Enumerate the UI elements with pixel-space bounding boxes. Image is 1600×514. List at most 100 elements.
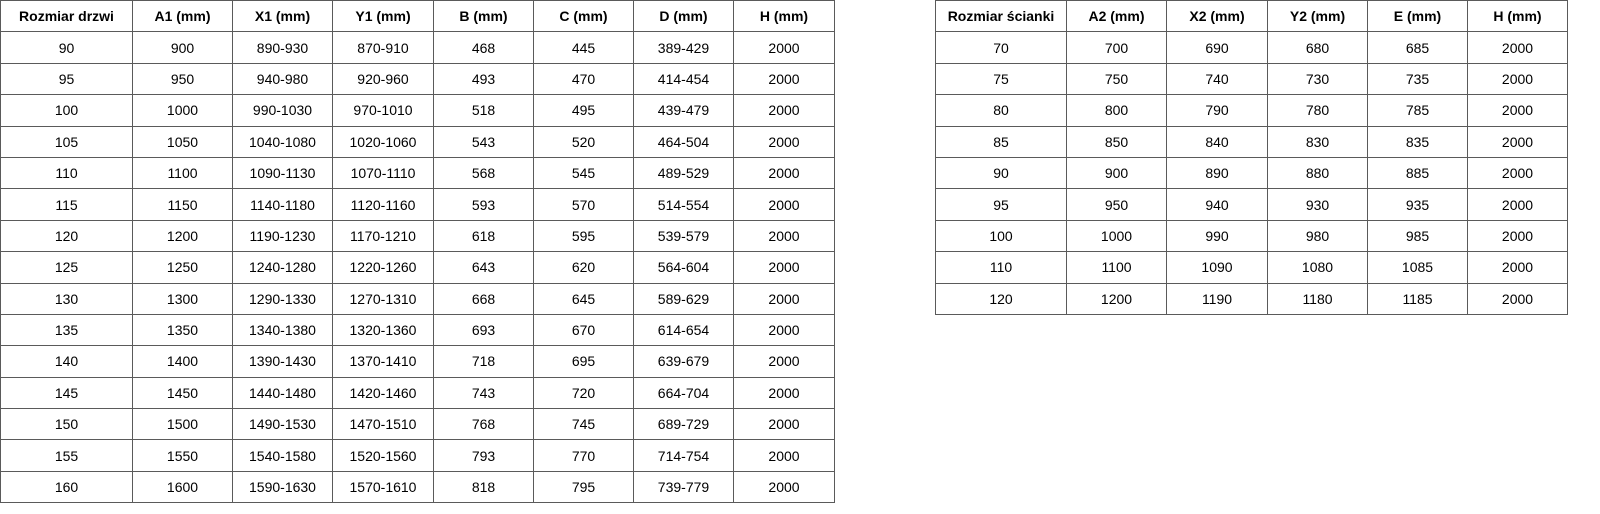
table-cell: 1600 <box>132 470 233 504</box>
table-cell: 1120-1160 <box>332 188 434 221</box>
table-cell: 1540-1580 <box>232 439 333 472</box>
table-cell: 589-629 <box>633 282 734 315</box>
table-cell: 768 <box>433 408 534 441</box>
column-header: D (mm) <box>633 0 734 33</box>
table-cell: 1140-1180 <box>232 188 333 221</box>
table-cell: 1100 <box>132 156 233 190</box>
table-cell: 700 <box>1066 31 1167 64</box>
table-cell: 120 <box>935 282 1067 315</box>
table-cell: 95 <box>0 62 133 96</box>
table-cell: 518 <box>433 94 534 127</box>
table-row: 100 1000 990 980 985 2000 <box>935 219 1568 253</box>
table-cell: 643 <box>433 251 534 284</box>
table-cell: 1090-1130 <box>232 156 333 190</box>
table-cell: 1400 <box>132 345 233 378</box>
table-cell: 1390-1430 <box>232 345 333 378</box>
table-row: 105 1050 1040-1080 1020-1060 543 520 464-504 20… <box>0 125 835 158</box>
table-cell: 90 <box>0 31 133 64</box>
table-row: 130 1300 1290-1330 1270-1310 668 645 589-629 20… <box>0 282 835 315</box>
table-cell: 800 <box>1066 94 1167 127</box>
table-cell: 835 <box>1367 125 1468 158</box>
table-cell: 970-1010 <box>332 94 434 127</box>
table-cell: 2000 <box>733 313 835 347</box>
table-cell: 1590-1630 <box>232 470 333 504</box>
table-cell: 2000 <box>733 282 835 315</box>
table-row: 125 1250 1240-1280 1220-1260 643 620 564-604 20… <box>0 251 835 284</box>
wall-size-table: Rozmiar ścianki A2 (mm) X2 (mm) Y2 (mm) E (m… <box>935 0 1568 315</box>
table-cell: 1450 <box>132 376 233 410</box>
table-cell: 1440-1480 <box>232 376 333 410</box>
table-cell: 75 <box>935 62 1067 96</box>
table-cell: 890-930 <box>232 31 333 64</box>
table-cell: 445 <box>533 31 634 64</box>
table-cell: 489-529 <box>633 156 734 190</box>
table-cell: 543 <box>433 125 534 158</box>
table-cell: 645 <box>533 282 634 315</box>
table-cell: 2000 <box>733 251 835 284</box>
table-cell: 935 <box>1367 188 1468 221</box>
table-cell: 2000 <box>733 219 835 253</box>
table-cell: 880 <box>1267 156 1368 190</box>
table-cell: 1170-1210 <box>332 219 434 253</box>
table-cell: 1200 <box>132 219 233 253</box>
table-cell: 470 <box>533 62 634 96</box>
door-size-table: Rozmiar drzwi A1 (mm) X1 (mm) Y1 (mm) B (mm)… <box>0 0 835 504</box>
table-cell: 1570-1610 <box>332 470 434 504</box>
table-row: 110 1100 1090-1130 1070-1110 568 545 489-529 20… <box>0 156 835 190</box>
table-cell: 720 <box>533 376 634 410</box>
table-cell: 2000 <box>733 439 835 472</box>
table-cell: 1050 <box>132 125 233 158</box>
table-cell: 414-454 <box>633 62 734 96</box>
header-row: Rozmiar drzwi A1 (mm) X1 (mm) Y1 (mm) B (mm)… <box>0 0 835 33</box>
table-cell: 70 <box>935 31 1067 64</box>
table-cell: 2000 <box>733 62 835 96</box>
table-cell: 100 <box>0 94 133 127</box>
table-cell: 745 <box>533 408 634 441</box>
table-cell: 468 <box>433 31 534 64</box>
table-cell: 115 <box>0 188 133 221</box>
table-cell: 990-1030 <box>232 94 333 127</box>
table-row: 85 850 840 830 835 2000 <box>935 125 1568 158</box>
table-cell: 1085 <box>1367 251 1468 284</box>
column-header: Y2 (mm) <box>1267 0 1368 33</box>
table-cell: 714-754 <box>633 439 734 472</box>
table-cell: 718 <box>433 345 534 378</box>
table-cell: 793 <box>433 439 534 472</box>
table-cell: 570 <box>533 188 634 221</box>
column-header: C (mm) <box>533 0 634 33</box>
column-header: Y1 (mm) <box>332 0 434 33</box>
table-cell: 680 <box>1267 31 1368 64</box>
table-row: 95 950 940 930 935 2000 <box>935 188 1568 221</box>
table-cell: 545 <box>533 156 634 190</box>
table-cell: 693 <box>433 313 534 347</box>
table-cell: 740 <box>1166 62 1268 96</box>
table-row: 135 1350 1340-1380 1320-1360 693 670 614-654 20… <box>0 313 835 347</box>
table-cell: 1340-1380 <box>232 313 333 347</box>
table-cell: 464-504 <box>633 125 734 158</box>
column-header: X1 (mm) <box>232 0 333 33</box>
table-cell: 1185 <box>1367 282 1468 315</box>
table-cell: 1220-1260 <box>332 251 434 284</box>
table-row: 145 1450 1440-1480 1420-1460 743 720 664-704 20… <box>0 376 835 410</box>
table-cell: 2000 <box>733 470 835 504</box>
table-cell: 730 <box>1267 62 1368 96</box>
table-cell: 689-729 <box>633 408 734 441</box>
table-cell: 695 <box>533 345 634 378</box>
table-cell: 593 <box>433 188 534 221</box>
table-cell: 664-704 <box>633 376 734 410</box>
table-cell: 1500 <box>132 408 233 441</box>
table-cell: 1550 <box>132 439 233 472</box>
table-cell: 870-910 <box>332 31 434 64</box>
table-cell: 1180 <box>1267 282 1368 315</box>
table-cell: 2000 <box>1467 31 1568 64</box>
table-cell: 140 <box>0 345 133 378</box>
table-cell: 690 <box>1166 31 1268 64</box>
table-cell: 1190 <box>1166 282 1268 315</box>
table-cell: 1240-1280 <box>232 251 333 284</box>
table-cell: 1250 <box>132 251 233 284</box>
table-cell: 1350 <box>132 313 233 347</box>
table-cell: 495 <box>533 94 634 127</box>
table-cell: 389-429 <box>633 31 734 64</box>
table-cell: 564-604 <box>633 251 734 284</box>
table-cell: 685 <box>1367 31 1468 64</box>
